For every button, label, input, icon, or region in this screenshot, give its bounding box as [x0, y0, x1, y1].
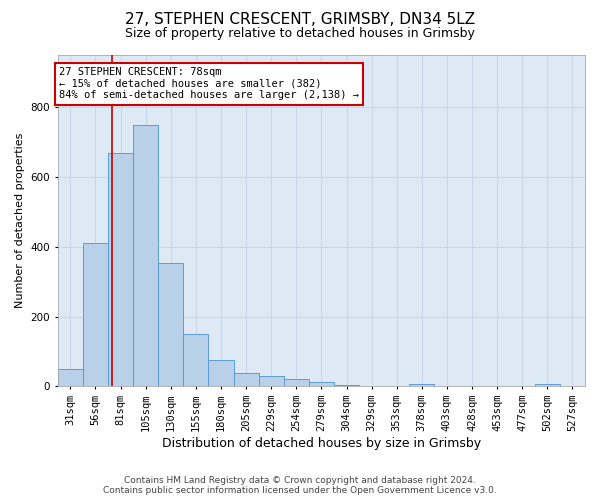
Bar: [108, 152, 133, 386]
Bar: [83, 244, 108, 386]
Bar: [58, 369, 83, 386]
Bar: [309, 382, 334, 386]
Bar: [334, 384, 359, 386]
Text: Size of property relative to detached houses in Grimsby: Size of property relative to detached ho…: [125, 28, 475, 40]
X-axis label: Distribution of detached houses by size in Grimsby: Distribution of detached houses by size …: [162, 437, 481, 450]
Bar: [133, 124, 158, 386]
Y-axis label: Number of detached properties: Number of detached properties: [15, 133, 25, 308]
Text: 27, STEPHEN CRESCENT, GRIMSBY, DN34 5LZ: 27, STEPHEN CRESCENT, GRIMSBY, DN34 5LZ: [125, 12, 475, 28]
Bar: [208, 360, 233, 386]
Bar: [259, 376, 284, 386]
Bar: [233, 373, 259, 386]
Bar: [535, 384, 560, 386]
Bar: [284, 380, 309, 386]
Bar: [184, 334, 208, 386]
Bar: [158, 262, 184, 386]
Text: Contains HM Land Registry data © Crown copyright and database right 2024.
Contai: Contains HM Land Registry data © Crown c…: [103, 476, 497, 495]
Text: 27 STEPHEN CRESCENT: 78sqm
← 15% of detached houses are smaller (382)
84% of sem: 27 STEPHEN CRESCENT: 78sqm ← 15% of deta…: [59, 67, 359, 100]
Bar: [409, 384, 434, 386]
